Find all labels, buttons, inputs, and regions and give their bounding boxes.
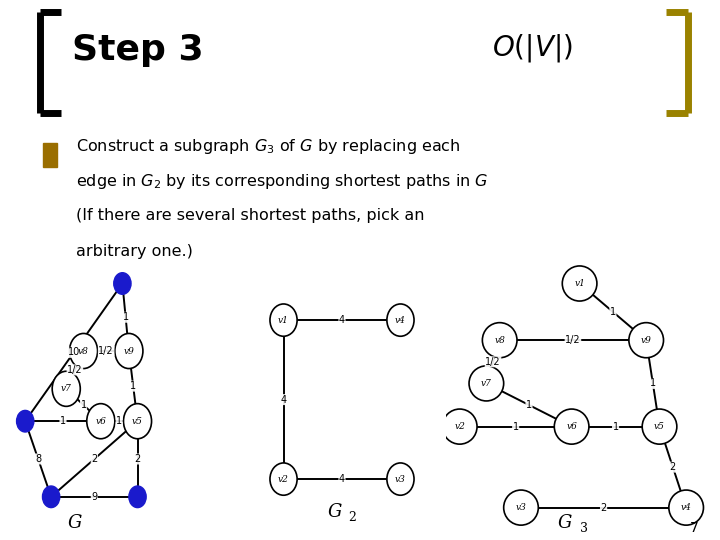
Text: v2: v2: [454, 422, 465, 431]
Text: 4: 4: [281, 395, 287, 404]
Text: v4: v4: [395, 315, 406, 325]
Text: (If there are several shortest paths, pick an: (If there are several shortest paths, pi…: [76, 208, 424, 223]
Circle shape: [115, 333, 143, 368]
Circle shape: [442, 409, 477, 444]
Text: v7: v7: [60, 384, 72, 393]
Circle shape: [52, 372, 81, 406]
Text: arbitrary one.): arbitrary one.): [76, 244, 193, 259]
Text: 1/2: 1/2: [67, 365, 83, 375]
Text: 7: 7: [690, 521, 698, 535]
Text: 1: 1: [610, 307, 616, 317]
Text: 4: 4: [339, 315, 345, 325]
Circle shape: [124, 404, 151, 438]
Circle shape: [482, 322, 517, 357]
Text: 1/2: 1/2: [565, 335, 581, 345]
Text: G: G: [557, 514, 572, 532]
Text: 1/2: 1/2: [99, 346, 114, 356]
Bar: [42, 143, 57, 167]
Text: v9: v9: [123, 347, 135, 355]
Text: v7: v7: [481, 379, 492, 388]
Circle shape: [69, 333, 98, 368]
Text: 2: 2: [670, 462, 676, 472]
Text: v4: v4: [680, 503, 692, 512]
Text: v5: v5: [132, 417, 143, 426]
Text: 8: 8: [35, 454, 41, 464]
Text: 9: 9: [91, 492, 97, 502]
Text: v1: v1: [278, 315, 289, 325]
Text: v8: v8: [494, 336, 505, 345]
Circle shape: [42, 486, 60, 508]
Text: Step 3: Step 3: [72, 33, 204, 67]
Text: 4: 4: [339, 474, 345, 484]
Text: 1: 1: [81, 400, 86, 410]
Circle shape: [114, 273, 131, 294]
Circle shape: [270, 463, 297, 495]
Text: 1: 1: [513, 422, 518, 431]
Circle shape: [642, 409, 677, 444]
Circle shape: [270, 304, 297, 336]
Circle shape: [629, 322, 664, 357]
Circle shape: [387, 463, 414, 495]
Text: v2: v2: [278, 475, 289, 484]
Text: 1: 1: [130, 381, 136, 391]
Text: 2: 2: [348, 511, 356, 524]
Text: v8: v8: [78, 347, 89, 355]
Text: 1: 1: [116, 416, 122, 426]
Text: 2: 2: [91, 454, 97, 464]
Text: 3: 3: [580, 522, 588, 535]
Text: edge in $G_2$ by its corresponding shortest paths in $G$: edge in $G_2$ by its corresponding short…: [76, 172, 488, 192]
Text: v5: v5: [654, 422, 665, 431]
Text: 1: 1: [649, 379, 656, 388]
Text: v6: v6: [566, 422, 577, 431]
Text: Construct a subgraph $G_3$ of $G$ by replacing each: Construct a subgraph $G_3$ of $G$ by rep…: [76, 137, 460, 156]
Circle shape: [387, 304, 414, 336]
Circle shape: [504, 490, 539, 525]
Text: 1: 1: [122, 312, 129, 322]
Text: 1: 1: [60, 416, 66, 426]
Circle shape: [669, 490, 703, 525]
Text: v3: v3: [516, 503, 526, 512]
Circle shape: [562, 266, 597, 301]
Text: v1: v1: [574, 279, 585, 288]
Text: 1: 1: [613, 422, 618, 431]
Text: v6: v6: [95, 417, 107, 426]
Text: v3: v3: [395, 475, 406, 484]
Text: 1: 1: [526, 400, 532, 410]
Text: G: G: [328, 503, 342, 521]
Text: G: G: [68, 514, 82, 532]
Text: $\mathit{O}(|V|)$: $\mathit{O}(|V|)$: [492, 31, 573, 64]
Circle shape: [17, 410, 34, 432]
Circle shape: [554, 409, 589, 444]
Circle shape: [469, 366, 504, 401]
Circle shape: [129, 486, 146, 508]
Text: v9: v9: [641, 336, 652, 345]
Circle shape: [87, 404, 115, 438]
Text: 10: 10: [68, 347, 80, 357]
Text: 1/2: 1/2: [485, 357, 501, 367]
Text: 2: 2: [600, 503, 607, 512]
Text: 2: 2: [135, 454, 140, 464]
